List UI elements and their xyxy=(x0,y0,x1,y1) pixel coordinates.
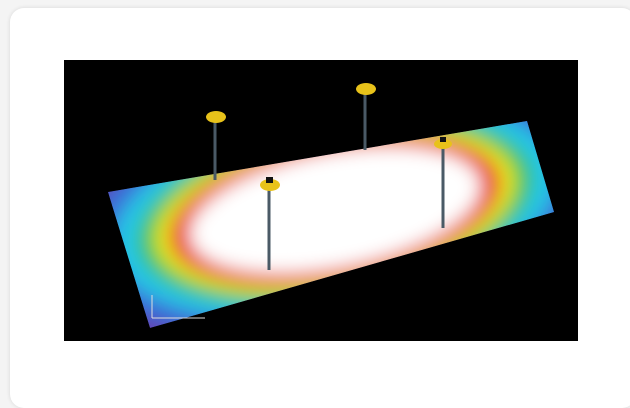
poles xyxy=(213,90,445,270)
fixture xyxy=(434,139,452,149)
axis-gizmo xyxy=(151,295,205,319)
fixtures xyxy=(206,83,452,191)
page xyxy=(10,8,630,408)
fixture xyxy=(260,179,280,191)
fixture-head xyxy=(440,137,446,142)
fixture-head xyxy=(266,177,273,183)
fixture xyxy=(206,111,226,123)
illustration xyxy=(64,60,578,341)
fixture xyxy=(356,83,376,95)
zone-white xyxy=(189,146,481,274)
